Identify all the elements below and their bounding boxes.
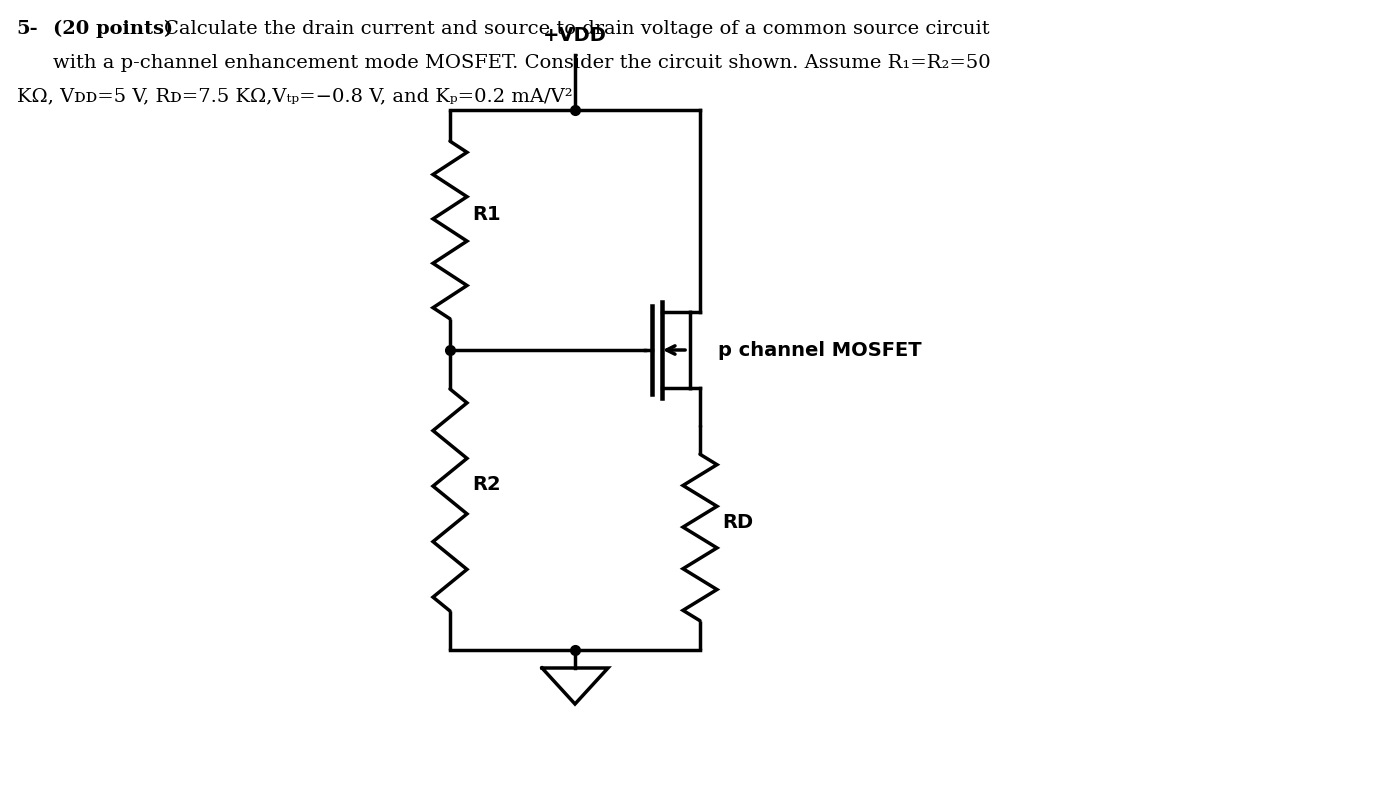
Text: +VDD: +VDD bbox=[542, 26, 606, 45]
Text: p channel MOSFET: p channel MOSFET bbox=[718, 341, 922, 359]
Text: R2: R2 bbox=[472, 475, 501, 494]
Text: (20 points): (20 points) bbox=[53, 20, 172, 38]
Text: 5-: 5- bbox=[17, 20, 39, 38]
Text: with a p-channel enhancement mode MOSFET. Consider the circuit shown. Assume R₁=: with a p-channel enhancement mode MOSFET… bbox=[53, 54, 990, 71]
Text: R1: R1 bbox=[472, 206, 501, 225]
Text: Calculate the drain current and source to drain voltage of a common source circu: Calculate the drain current and source t… bbox=[164, 20, 990, 38]
Text: KΩ, Vᴅᴅ=5 V, Rᴅ=7.5 KΩ,Vₜₚ=−0.8 V, and Kₚ=0.2 mA/V².: KΩ, Vᴅᴅ=5 V, Rᴅ=7.5 KΩ,Vₜₚ=−0.8 V, and K… bbox=[17, 87, 579, 106]
Text: RD: RD bbox=[722, 513, 753, 532]
